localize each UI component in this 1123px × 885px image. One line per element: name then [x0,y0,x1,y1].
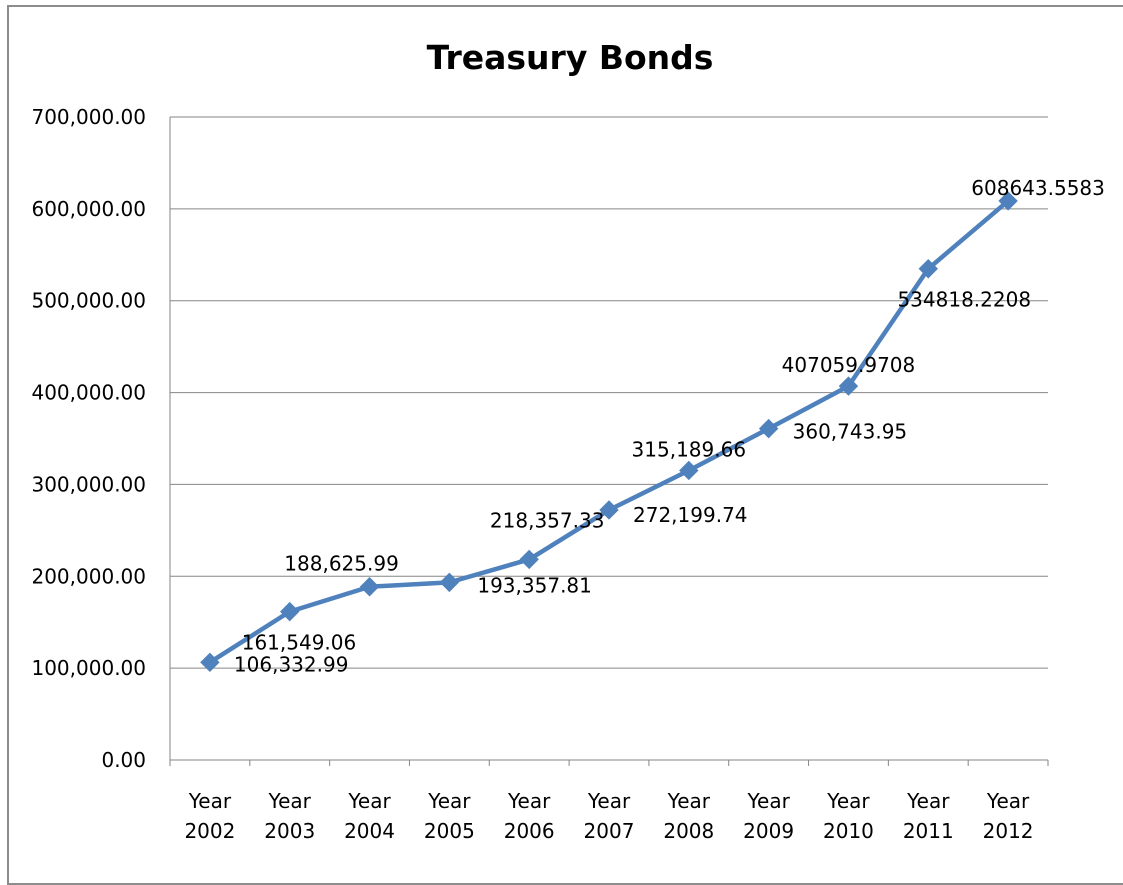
data-point-marker [918,259,938,279]
y-axis-tick-labels: 0.00 100,000.00 200,000.00 300,000.00 400,00… [31,105,146,772]
x-tick-label: Year 2007 [584,789,635,843]
y-tick-label: 100,000.00 [31,656,146,680]
data-label: 608643.5583 [971,176,1105,200]
data-point-marker [838,376,859,396]
data-point-marker [998,191,1018,211]
x-tick-label: Year 2006 [504,789,555,843]
data-label: 193,357.81 [477,573,592,597]
data-label: 407059.9708 [782,353,916,377]
y-tick-label: 400,000.00 [31,381,146,405]
data-label: 534818.2208 [897,288,1031,312]
y-tick-label: 200,000.00 [31,564,146,588]
y-tick-label: 0.00 [101,748,146,772]
data-point-marker [280,601,300,622]
y-tick-label: 300,000.00 [31,472,146,496]
x-tick-label: Year 2008 [663,789,714,843]
data-label: 188,625.99 [284,552,399,576]
data-label: 360,743.95 [793,420,908,444]
chart-frame [7,5,1123,885]
data-point-marker [679,460,699,481]
x-tick-label: Year 2012 [983,789,1034,843]
data-point-marker [200,652,220,673]
x-tick-label: Year 2009 [743,789,794,843]
data-label: 272,199.74 [633,503,748,527]
data-label: 218,357.33 [490,508,605,532]
x-axis-tick-labels: Year 2002 Year 2003 Year 2004 Year 2005 Year 2006… [184,789,1033,843]
y-tick-label: 500,000.00 [31,289,146,313]
data-label: 106,332.99 [234,652,349,676]
data-point-marker [439,572,460,593]
x-tick-label: Year 2003 [264,789,315,843]
x-tick-label: Year 2010 [823,789,874,843]
data-point-marker [758,418,779,439]
x-tick-label: Year 2011 [903,789,954,843]
data-label: 315,189.66 [632,437,747,461]
data-point-marker [599,500,619,520]
y-tick-label: 600,000.00 [31,197,146,221]
y-tick-label: 700,000.00 [31,105,146,129]
x-tick-label: Year 2004 [344,789,395,843]
series-markers [200,191,1018,673]
x-tick-label: Year 2005 [424,789,475,843]
x-tick-label: Year 2002 [184,789,235,843]
gridlines [169,116,1049,766]
data-label: 161,549.06 [242,631,357,655]
data-point-marker [519,549,539,570]
data-point-marker [359,577,380,597]
chart-title: Treasury Bonds [427,38,714,77]
